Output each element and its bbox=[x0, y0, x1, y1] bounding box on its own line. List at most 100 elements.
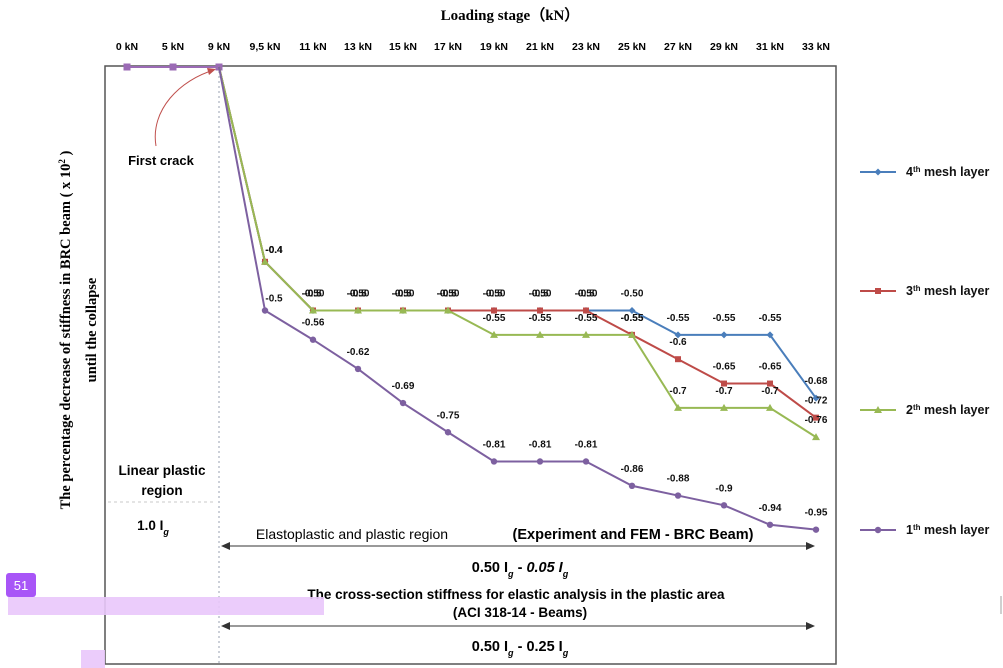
data-point bbox=[720, 403, 728, 411]
data-label: -0.55 bbox=[759, 313, 782, 324]
data-label: -0.55 bbox=[529, 313, 552, 324]
data-point bbox=[813, 414, 819, 421]
data-point bbox=[874, 168, 882, 176]
data-point bbox=[812, 433, 820, 441]
x-tick-label: 33 kN bbox=[802, 41, 830, 53]
data-label: -0.5 bbox=[394, 289, 412, 300]
legend-label: 2th mesh layer bbox=[906, 403, 989, 418]
data-point bbox=[628, 482, 636, 490]
x-tick-label: 27 kN bbox=[664, 41, 692, 53]
data-label: -0.75 bbox=[437, 410, 460, 421]
data-point bbox=[674, 403, 682, 411]
highlight-marker bbox=[81, 650, 105, 668]
data-label: -0.81 bbox=[529, 439, 552, 450]
data-label: -0.94 bbox=[759, 503, 782, 514]
data-point bbox=[582, 330, 590, 338]
data-label: -0.50 bbox=[437, 289, 460, 300]
data-point bbox=[261, 257, 269, 265]
data-point bbox=[766, 403, 774, 411]
data-point bbox=[536, 330, 544, 338]
data-label: -0.5 bbox=[485, 289, 503, 300]
data-label: -0.95 bbox=[805, 508, 828, 519]
data-label: -0.5 bbox=[265, 294, 283, 305]
data-label: -0.72 bbox=[805, 396, 828, 407]
x-tick-label: 15 kN bbox=[389, 41, 417, 53]
data-point bbox=[491, 307, 497, 314]
data-label: -0.4 bbox=[265, 245, 283, 256]
data-point bbox=[874, 406, 882, 413]
range-1-label: 0.50 Ig - 0.05 Ig bbox=[472, 560, 569, 579]
data-label: -0.81 bbox=[575, 439, 598, 450]
data-point bbox=[536, 458, 544, 465]
range-2-label: 0.50 Ig - 0.25 Ig bbox=[472, 639, 569, 658]
data-point bbox=[875, 288, 881, 294]
first-crack-label: First crack bbox=[128, 153, 195, 168]
data-label: -0.5 bbox=[439, 289, 457, 300]
data-point bbox=[812, 526, 820, 533]
data-label: -0.86 bbox=[621, 464, 644, 475]
annotation-badge[interactable]: 51 bbox=[6, 573, 36, 597]
data-label: -0.5 bbox=[577, 289, 595, 300]
svg-text:The percentage decrease of sti: The percentage decrease of stiffness in … bbox=[57, 150, 74, 509]
data-label: -0.55 bbox=[621, 313, 644, 324]
x-tick-label: 29 kN bbox=[710, 41, 738, 53]
data-point bbox=[812, 394, 820, 402]
range-arrow-1-left bbox=[221, 542, 230, 550]
data-label: -0.7 bbox=[715, 386, 733, 397]
data-point bbox=[537, 307, 543, 314]
data-label: -0.5 bbox=[394, 289, 412, 300]
data-point bbox=[309, 306, 317, 314]
data-label: -0.7 bbox=[761, 386, 779, 397]
data-label: -0.4 bbox=[265, 245, 283, 256]
y-axis-label: The percentage decrease of stiffness in … bbox=[57, 150, 100, 509]
data-label: -0.62 bbox=[347, 347, 370, 358]
series-line bbox=[218, 66, 817, 438]
baseline-point bbox=[123, 63, 131, 71]
data-label: -0.50 bbox=[392, 289, 415, 300]
edge-mark bbox=[1000, 596, 1002, 614]
data-label: -0.9 bbox=[715, 483, 733, 494]
data-point bbox=[721, 380, 727, 387]
linear-region-label-1: Linear plastic bbox=[118, 463, 206, 478]
data-point bbox=[309, 336, 317, 343]
data-label: -0.4 bbox=[265, 245, 283, 256]
elasto-region-label: Elastoplastic and plastic region bbox=[256, 526, 448, 542]
legend-label: 1th mesh layer bbox=[906, 523, 989, 538]
linear-stiffness-label: 1.0 Ig bbox=[137, 518, 169, 537]
x-tick-label: 23 kN bbox=[572, 41, 600, 53]
data-point bbox=[583, 307, 589, 314]
data-label: -0.50 bbox=[347, 289, 370, 300]
data-point bbox=[874, 526, 882, 534]
x-tick-label: 9 kN bbox=[208, 41, 230, 53]
data-point bbox=[674, 492, 682, 499]
data-label: -0.50 bbox=[621, 289, 644, 300]
data-label: -0.6 bbox=[669, 337, 687, 348]
data-point bbox=[444, 429, 452, 436]
data-label: -0.65 bbox=[759, 362, 782, 373]
data-label: -0.50 bbox=[302, 289, 325, 300]
legend-label: 4th mesh layer bbox=[906, 165, 989, 180]
data-label: -0.55 bbox=[621, 313, 644, 324]
series-line bbox=[218, 66, 817, 399]
data-label: -0.50 bbox=[575, 289, 598, 300]
first-crack-arrowhead bbox=[207, 68, 216, 75]
x-tick-label: 9,5 kN bbox=[250, 41, 281, 53]
chart-title: Loading stage（kN） bbox=[441, 6, 580, 24]
legend-label: 3th mesh layer bbox=[906, 284, 989, 299]
data-point bbox=[674, 331, 682, 339]
data-label: -0.5 bbox=[349, 289, 367, 300]
plot-frame bbox=[104, 65, 837, 665]
data-point bbox=[490, 330, 498, 338]
data-label: -0.5 bbox=[304, 289, 322, 300]
data-label: -0.56 bbox=[302, 318, 325, 329]
highlight-bar bbox=[8, 597, 324, 615]
svg-text:until the collapse: until the collapse bbox=[84, 277, 100, 382]
data-point bbox=[767, 380, 773, 387]
data-label: -0.55 bbox=[713, 313, 736, 324]
data-label: -0.5 bbox=[304, 289, 322, 300]
first-crack-arrow bbox=[154, 69, 215, 147]
data-label: -0.5 bbox=[349, 289, 367, 300]
data-label: -0.55 bbox=[667, 313, 690, 324]
data-label: -0.55 bbox=[575, 313, 598, 324]
data-point bbox=[261, 307, 269, 314]
